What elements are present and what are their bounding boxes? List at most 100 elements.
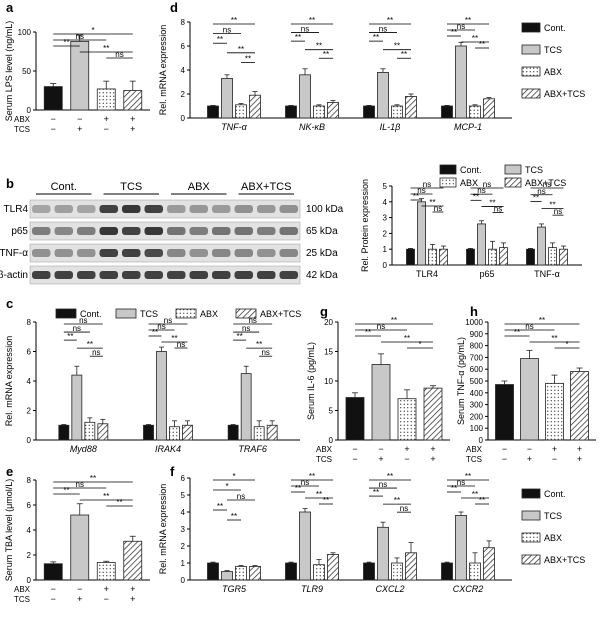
bar-abx-tcs-myd88 [97,423,109,441]
blot-band [32,249,51,257]
bar-tcs-tlr4 [417,201,426,266]
bar-tcs-nk-b [299,74,311,119]
bar-cont [345,397,365,441]
bar-abx-tcs-mcp-1 [483,98,495,119]
significance-label: ** [451,28,457,37]
legend-swatch-tcs [504,164,522,175]
blot-band [257,249,276,257]
treatment-sign: − [51,124,56,134]
bar-abx-nk-b [313,105,325,119]
blot-band [122,249,141,257]
significance-label: ns [423,180,431,189]
y-tick-label: 0 [27,436,32,445]
blot-band [144,271,163,279]
significance-label: * [91,26,94,35]
treatment-sign: + [404,444,409,454]
y-tick-label: 5 [329,407,334,416]
significance-label: ** [316,42,322,51]
bar-cont-p65 [466,248,475,266]
significance-label: ns [248,316,256,325]
y-tick-label: 6 [27,501,32,510]
y-tick-label: 200 [470,412,484,421]
panel-letter: f [170,464,175,479]
blot-group-label: TCS [120,181,142,193]
bar-tcs-il-1 [377,72,389,119]
treatment-sign: + [430,454,435,464]
blot-band [189,205,208,213]
bar-abx-tcs-traf6 [266,424,278,441]
legend-swatch-abx-tcs [521,88,541,99]
bar-abx-tnf [548,247,557,266]
legend-swatch-cont [521,488,541,499]
bar-abx [545,382,564,441]
significance-label: ** [316,490,322,499]
blot-band [54,205,73,213]
significance-label: ns [457,478,465,487]
legend-label: TCS [544,45,562,55]
significance-label: ns [237,492,245,501]
legend-label: ABX+TCS [544,555,585,565]
bar-cont-il-1 [363,105,375,119]
significance-label: ns [115,50,123,59]
significance-label: ** [365,328,371,337]
significance-label: ** [551,334,557,343]
panel-h: h 0 100 200 300 400 500 600 700 800 900 1000 Serum T… [456,304,596,464]
significance-label: ns [157,322,165,331]
significance-label: ns [92,348,100,357]
bar-tcs-mcp-1 [455,45,467,119]
y-tick-label: 50 [22,67,31,76]
category-label: MCP-1 [454,122,482,132]
legend-swatch-abx [521,532,541,543]
bar-abx-tcs [123,540,143,581]
y-tick-label: 15 [324,348,333,357]
panel-letter: g [320,304,328,319]
bar-abx-tgr5 [235,566,247,581]
treatment-sign: − [352,444,357,454]
category-label: IRAK4 [155,444,181,454]
bar-abx-tcs [423,387,443,441]
y-tick-label: 1000 [465,318,483,327]
bar-cont [43,86,63,111]
bar-cont-tgr5 [207,562,219,581]
treatment-sign: − [552,454,557,464]
significance-label: ns [379,25,387,34]
significance-label: ** [514,328,520,337]
treatment-sign: + [577,454,582,464]
treatment-sign: + [130,594,135,604]
panel-f: f 0 1 2 3 4 5 6 Rel. mRNA expression TGR5 TLR9 CXCL… [158,464,585,594]
significance-label: ns [457,22,465,31]
treatment-row-label: ABX [466,445,483,454]
legend-swatch-abx [521,66,541,77]
blot-band [54,227,73,235]
panel-letter: h [470,304,478,319]
significance-label: ns [554,207,562,216]
treatment-sign: − [352,454,357,464]
significance-label: ** [373,488,379,497]
bar-cont-irak4 [143,424,154,441]
y-tick-label: 2 [383,229,388,238]
significance-label: ns [261,348,269,357]
bar-cont-tnf [207,105,219,119]
legend-swatch-abx [439,177,457,188]
treatment-sign: + [527,454,532,464]
panel-letter: e [6,464,13,479]
significance-label: ** [103,44,109,53]
category-label: TNF-α [221,122,247,132]
bar-tcs-tnf [221,78,233,119]
y-tick-label: 2 [27,407,32,416]
significance-label: ns [434,204,442,213]
treatment-row-label: ABX [14,115,31,124]
significance-label: ** [387,16,393,25]
treatment-sign: + [552,444,557,454]
bar-cont-traf6 [227,424,239,441]
bar-abx-tcs-tlr4 [439,248,448,266]
category-label: TNF-α [534,269,560,279]
significance-label: ns [223,26,231,35]
blot-band [77,249,96,257]
treatment-sign: − [527,444,532,454]
western-blot-panel: b Cont. TCS ABX ABX+TCS TLR4 100 kDa p65 65 kDa T… [0,176,344,285]
y-tick-label: 8 [181,18,186,27]
legend-label: ABX+TCS [260,309,301,319]
